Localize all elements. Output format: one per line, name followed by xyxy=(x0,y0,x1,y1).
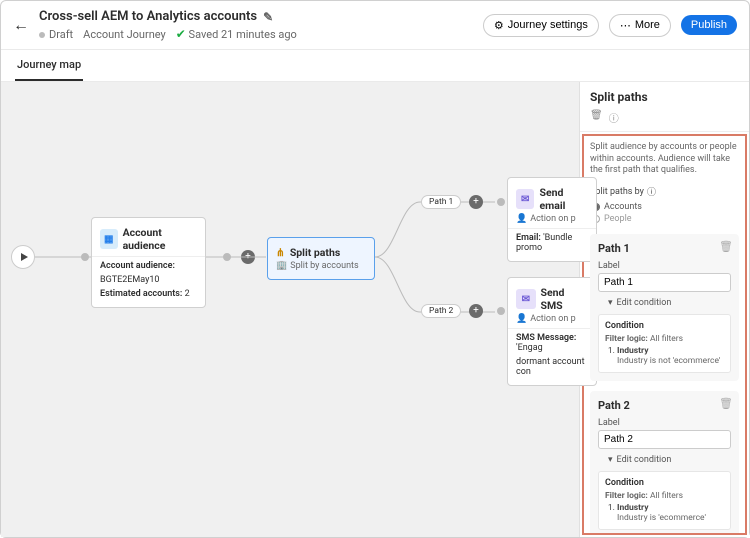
info-icon[interactable]: ⓘ xyxy=(647,185,656,198)
delete-path2-icon[interactable]: 🗑 xyxy=(719,397,733,410)
delete-path1-icon[interactable]: 🗑 xyxy=(719,240,733,253)
path2-label-label: Label xyxy=(598,418,731,428)
building-icon: 🏢 xyxy=(276,261,287,271)
path2-card: 🗑 Path 2 Label ▾Edit condition Condition… xyxy=(590,391,739,535)
filter-icon: ▾ xyxy=(608,455,613,465)
connector-dot xyxy=(497,198,505,206)
path1-label-input[interactable] xyxy=(598,273,731,292)
tab-journey-map[interactable]: Journey map xyxy=(15,50,83,81)
panel-title: Split paths xyxy=(590,90,739,104)
properties-panel: Split paths 🗑 ⓘ Split audience by accoun… xyxy=(579,82,749,537)
path1-chip[interactable]: Path 1 xyxy=(421,195,461,209)
start-node[interactable] xyxy=(11,245,35,269)
path2-condition-box: Condition Filter logic: All filters Indu… xyxy=(598,471,731,530)
audience-icon: ▦ xyxy=(100,229,118,249)
path1-condition-box: Condition Filter logic: All filters Indu… xyxy=(598,314,731,373)
connector-dot xyxy=(497,307,505,315)
split-paths-node[interactable]: ⋔Split paths 🏢Split by accounts xyxy=(267,237,375,280)
path2-edit-condition[interactable]: ▾Edit condition xyxy=(608,455,731,465)
person-icon: 👤 xyxy=(516,314,527,324)
add-after-path2-button[interactable]: + xyxy=(469,304,483,318)
path2-label-input[interactable] xyxy=(598,430,731,449)
person-icon: 👤 xyxy=(516,214,527,224)
add-node-button[interactable]: + xyxy=(241,250,255,264)
path1-title: Path 1 xyxy=(598,242,731,255)
radio-people[interactable]: People xyxy=(592,214,739,224)
journey-settings-button[interactable]: ⚙ Journey settings xyxy=(483,14,599,37)
path1-card: 🗑 Path 1 Label ▾Edit condition Condition… xyxy=(590,234,739,381)
radio-accounts[interactable]: Accounts xyxy=(592,202,739,212)
email-icon: ✉ xyxy=(516,189,534,209)
split-icon: ⋔ xyxy=(276,246,285,259)
path2-title: Path 2 xyxy=(598,399,731,412)
info-icon[interactable]: ⓘ xyxy=(609,110,619,125)
more-icon: ⋯ xyxy=(620,19,631,32)
split-by-label: Split paths by ⓘ xyxy=(590,185,739,198)
path1-edit-condition[interactable]: ▾Edit condition xyxy=(608,298,731,308)
connector-dot xyxy=(81,253,89,261)
path1-label-label: Label xyxy=(598,261,731,271)
send-sms-node[interactable]: ✉Send SMS 👤Action on p SMS Message: 'Eng… xyxy=(507,277,597,386)
send-email-node[interactable]: ✉Send email 👤Action on p Email: 'Bundle … xyxy=(507,177,597,262)
edit-title-icon[interactable]: ✎ xyxy=(263,10,273,24)
delete-icon[interactable]: 🗑 xyxy=(590,110,603,125)
add-after-path1-button[interactable]: + xyxy=(469,195,483,209)
gear-icon: ⚙ xyxy=(494,19,504,32)
status-badge: Draft xyxy=(39,28,73,41)
filter-icon: ▾ xyxy=(608,298,613,308)
journey-canvas[interactable]: ▦Account audience Account audience: BGTE… xyxy=(1,82,579,537)
back-arrow-icon[interactable]: ← xyxy=(13,15,29,35)
more-button[interactable]: ⋯ More xyxy=(609,14,671,37)
breadcrumb: Account Journey xyxy=(83,28,166,41)
page-title: Cross-sell AEM to Analytics accounts xyxy=(39,9,257,24)
publish-button[interactable]: Publish xyxy=(681,15,737,35)
sms-icon: ✉ xyxy=(516,289,536,309)
path2-chip[interactable]: Path 2 xyxy=(421,304,461,318)
connector-dot xyxy=(223,253,231,261)
account-audience-node[interactable]: ▦Account audience Account audience: BGTE… xyxy=(91,217,206,308)
saved-status: ✔ Saved 21 minutes ago xyxy=(176,27,297,41)
panel-help-text: Split audience by accounts or people wit… xyxy=(590,142,739,177)
